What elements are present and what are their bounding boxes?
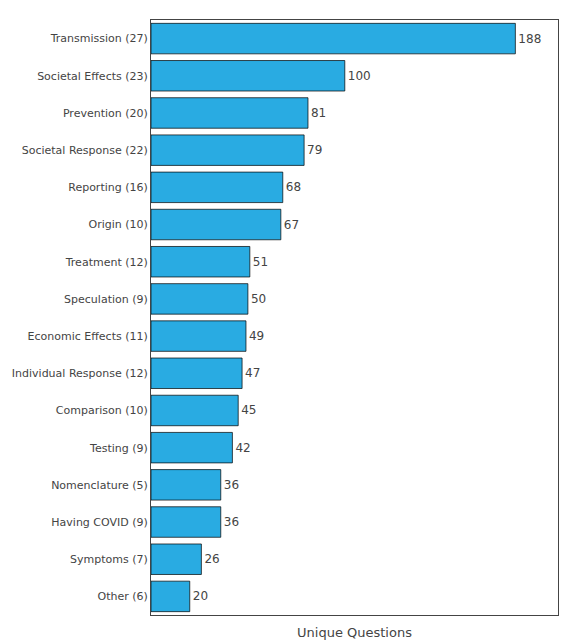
svg-text:Treatment (12): Treatment (12) <box>65 256 148 269</box>
svg-text:Having COVID (9): Having COVID (9) <box>51 516 148 529</box>
svg-text:Speculation (9): Speculation (9) <box>64 293 148 306</box>
svg-text:Prevention (20): Prevention (20) <box>63 107 148 120</box>
svg-text:47: 47 <box>245 366 260 380</box>
svg-text:36: 36 <box>224 515 239 529</box>
svg-text:20: 20 <box>193 589 208 603</box>
svg-text:49: 49 <box>249 329 264 343</box>
svg-text:79: 79 <box>307 143 322 157</box>
svg-text:42: 42 <box>235 441 250 455</box>
svg-text:Reporting (16): Reporting (16) <box>68 181 148 194</box>
svg-text:45: 45 <box>241 403 256 417</box>
svg-text:67: 67 <box>284 218 299 232</box>
svg-text:50: 50 <box>251 292 266 306</box>
svg-text:Other (6): Other (6) <box>97 590 147 603</box>
svg-text:Symptoms (7): Symptoms (7) <box>70 553 148 566</box>
svg-text:Testing (9): Testing (9) <box>89 442 148 455</box>
svg-text:Comparison (10): Comparison (10) <box>56 404 148 417</box>
svg-text:Transmission (27): Transmission (27) <box>50 32 148 45</box>
svg-text:51: 51 <box>253 255 268 269</box>
svg-text:Unique Questions: Unique Questions <box>297 625 412 640</box>
svg-text:36: 36 <box>224 478 239 492</box>
svg-text:68: 68 <box>286 180 301 194</box>
svg-text:Origin (10): Origin (10) <box>88 218 147 231</box>
svg-text:Societal Effects (23): Societal Effects (23) <box>37 70 148 83</box>
svg-text:26: 26 <box>204 552 219 566</box>
svg-text:188: 188 <box>518 32 541 46</box>
svg-text:81: 81 <box>311 106 326 120</box>
svg-text:Societal Response (22): Societal Response (22) <box>22 144 148 157</box>
svg-text:Individual Response (12): Individual Response (12) <box>12 367 148 380</box>
svg-text:100: 100 <box>348 69 371 83</box>
svg-text:Economic Effects (11): Economic Effects (11) <box>28 330 148 343</box>
svg-text:Nomenclature (5): Nomenclature (5) <box>51 479 148 492</box>
